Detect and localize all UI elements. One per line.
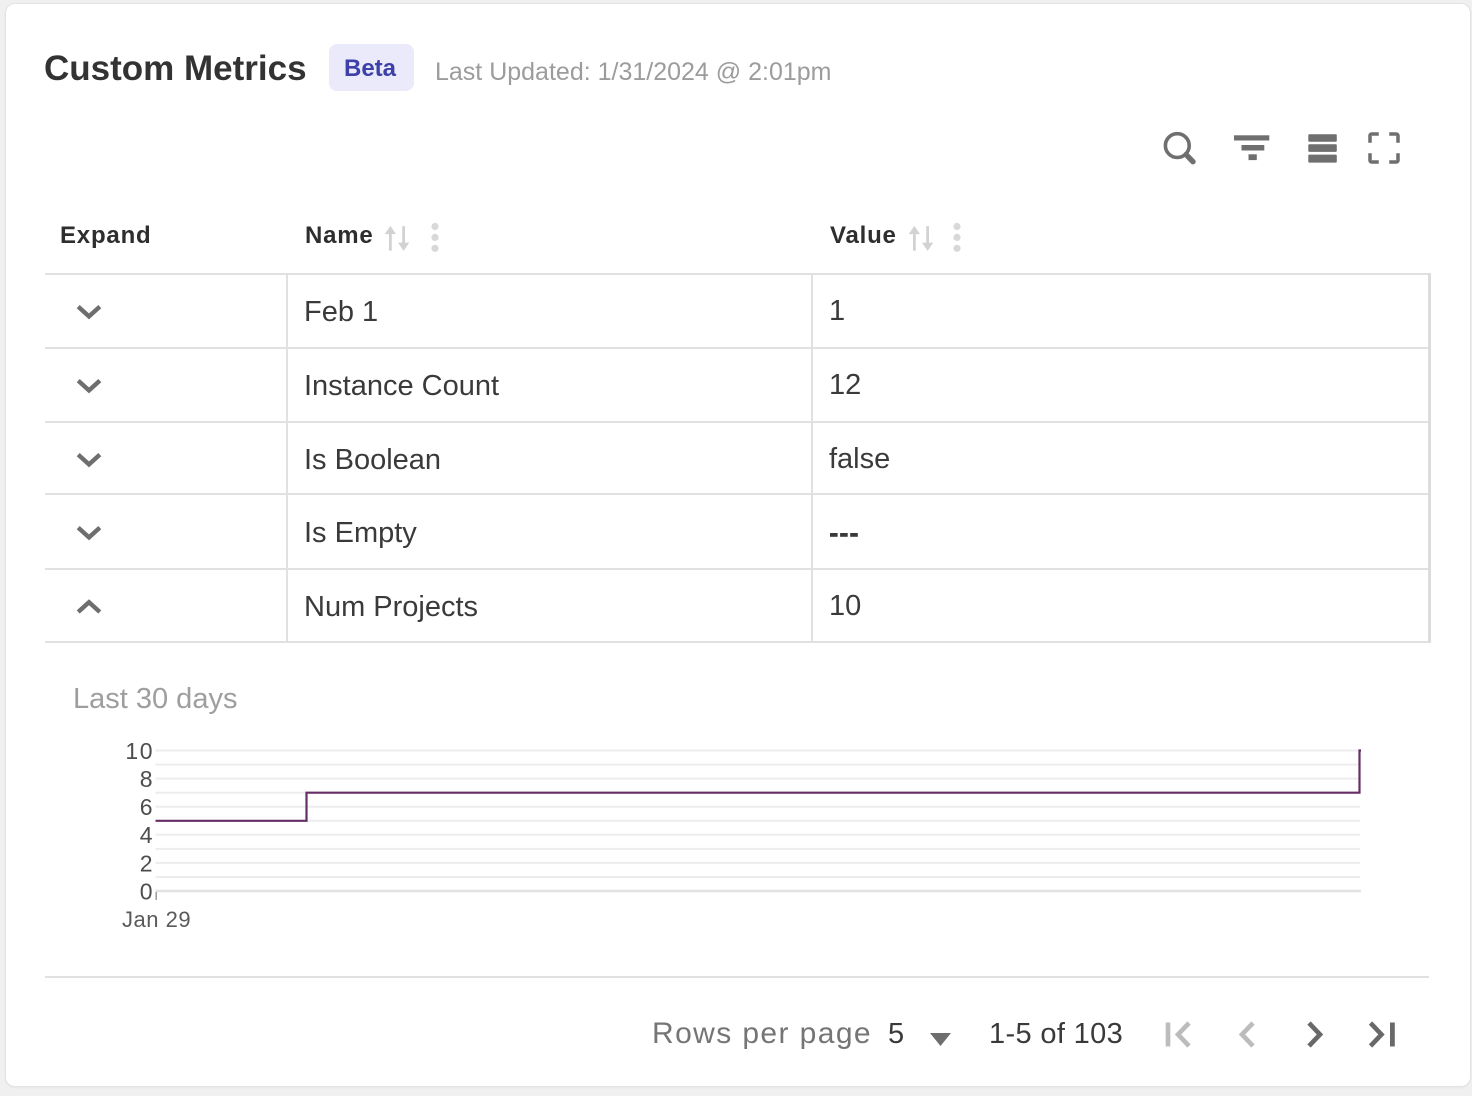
svg-text:10: 10 bbox=[125, 740, 154, 764]
svg-text:Jan 29: Jan 29 bbox=[122, 907, 191, 932]
svg-text:2: 2 bbox=[140, 850, 154, 876]
svg-text:6: 6 bbox=[140, 794, 154, 820]
svg-text:0: 0 bbox=[140, 878, 154, 904]
svg-text:8: 8 bbox=[140, 766, 154, 792]
svg-text:4: 4 bbox=[140, 822, 154, 848]
